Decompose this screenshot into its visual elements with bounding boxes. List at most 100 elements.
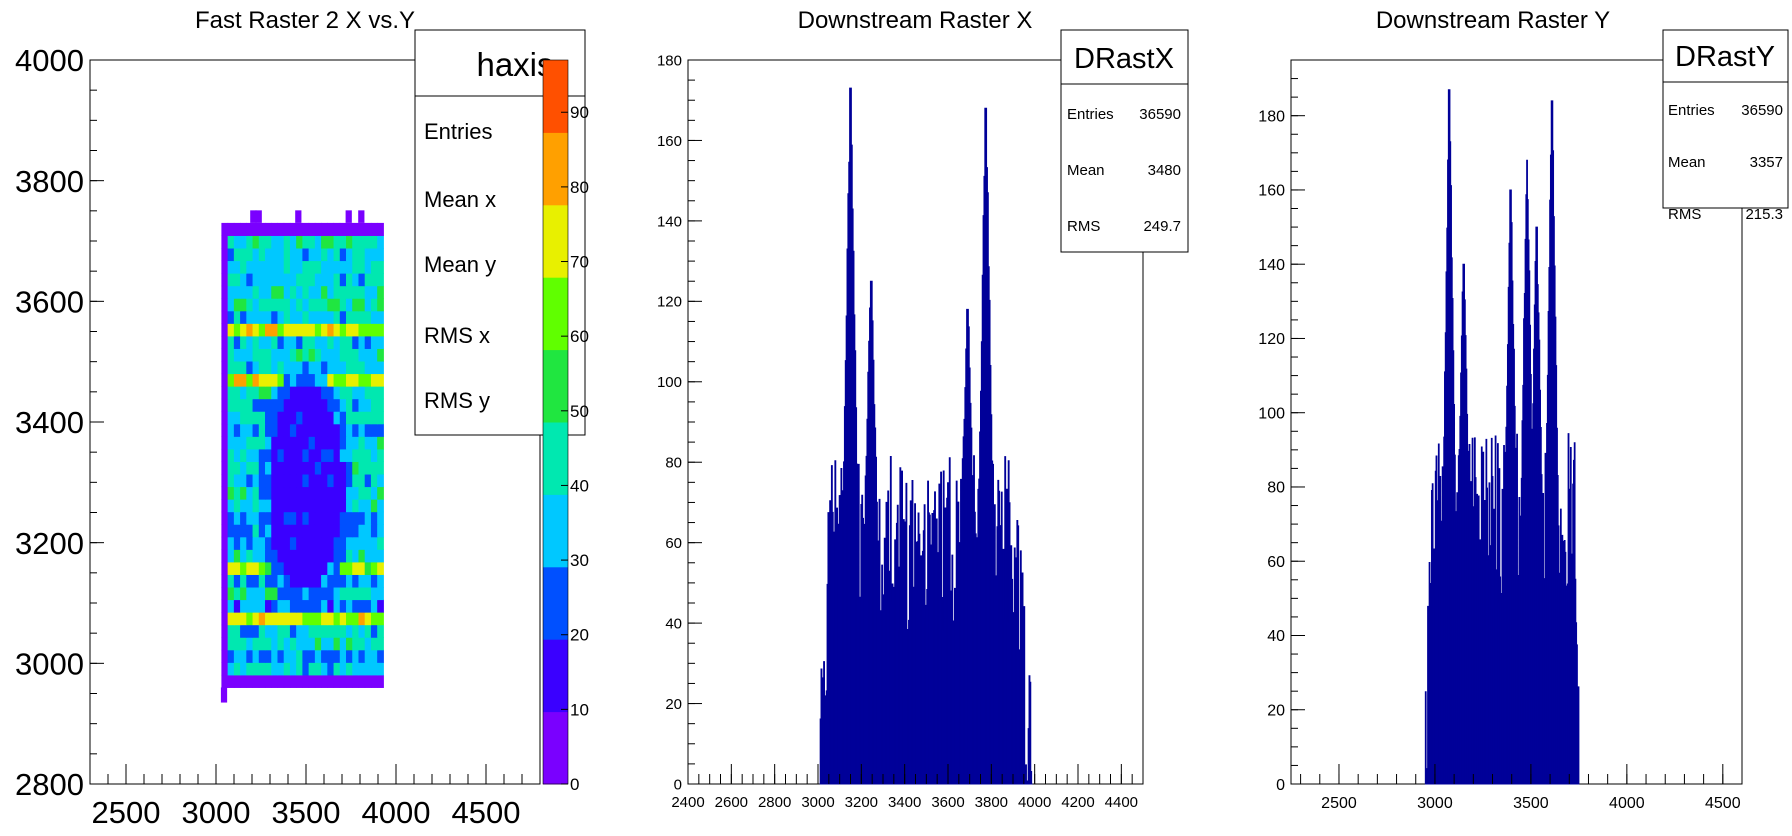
heatmap-cell: [339, 411, 347, 425]
color-scale-label: 50: [570, 402, 589, 421]
color-scale-segment: [543, 494, 568, 532]
heatmap-cell: [302, 335, 310, 349]
heatmap-cell: [240, 536, 247, 550]
heatmap-cell: [233, 624, 241, 638]
heatmap-cell: [233, 448, 241, 462]
heatmap-cell: [327, 235, 335, 249]
heatmap-cell: [339, 386, 347, 400]
heatmap-cell: [246, 222, 254, 236]
heatmap-cell: [227, 561, 235, 575]
heatmap-cell: [302, 499, 310, 513]
heatmap-cell: [265, 235, 272, 249]
heatmap-cell: [265, 649, 272, 663]
heatmap-cell: [283, 373, 291, 387]
heatmap-cell: [227, 310, 235, 324]
heatmap-cell: [277, 587, 285, 601]
heatmap-cell: [221, 235, 229, 249]
heatmap-cell: [258, 373, 266, 387]
heatmap-cell: [346, 574, 353, 588]
heatmap-cell: [327, 386, 335, 400]
heatmap-cell: [246, 348, 254, 362]
y-tick-label: 0: [674, 776, 682, 793]
heatmap-cell: [339, 323, 347, 337]
heatmap-cell: [377, 637, 384, 651]
heatmap-cell: [321, 474, 328, 488]
heatmap-cell: [252, 549, 260, 563]
stats-label: RMS x: [424, 323, 490, 348]
heatmap-cell: [314, 386, 322, 400]
heatmap-cell: [265, 511, 272, 525]
heatmap-cell: [283, 310, 291, 324]
heatmap-cell: [370, 649, 378, 663]
heatmap-cell: [252, 423, 260, 437]
heatmap-cell: [333, 599, 341, 613]
heatmap-cell: [233, 285, 241, 299]
heatmap-cell: [302, 310, 310, 324]
heatmap-cell: [346, 348, 353, 362]
heatmap-cell: [289, 411, 297, 425]
heatmap-cell: [321, 386, 328, 400]
heatmap-cell: [271, 637, 278, 651]
heatmap-cell: [333, 637, 341, 651]
heatmap-cell: [277, 561, 285, 575]
heatmap-cell: [377, 323, 384, 337]
heatmap-cell: [221, 436, 229, 450]
histogram-bars: [819, 87, 1033, 785]
heatmap-cell: [358, 549, 366, 563]
heatmap-cell: [327, 260, 335, 274]
heatmap-cell: [277, 649, 285, 663]
heatmap-cell: [277, 248, 285, 262]
heatmap-cell: [370, 348, 378, 362]
heatmap-cell: [265, 524, 272, 538]
heatmap-cell: [321, 499, 328, 513]
heatmap-cell: [364, 574, 372, 588]
heatmap-cell: [265, 637, 272, 651]
heatmap-cell: [277, 524, 285, 538]
heatmap-cell: [277, 335, 285, 349]
heatmap-cell: [271, 436, 278, 450]
heatmap-cell: [252, 561, 260, 575]
heatmap-cell: [233, 373, 241, 387]
heatmap-cell: [289, 386, 297, 400]
heatmap-cell: [327, 624, 335, 638]
y-tick-label: 80: [1267, 480, 1285, 497]
heatmap-cell: [233, 260, 241, 274]
heatmap-cell: [265, 222, 272, 236]
heatmap-cell: [233, 423, 241, 437]
heatmap-cell: [233, 323, 241, 337]
heatmap-cell: [289, 587, 297, 601]
heatmap-cell: [221, 411, 229, 425]
heatmap-cell: [314, 624, 322, 638]
heatmap-cell: [271, 574, 278, 588]
heatmap-cell: [345, 210, 352, 223]
heatmap-cell: [352, 549, 359, 563]
heatmap-cell: [233, 674, 241, 688]
heatmap-cell: [364, 499, 372, 513]
heatmap-cell: [277, 285, 285, 299]
heatmap-cell: [314, 561, 322, 575]
heatmap-cell: [240, 373, 247, 387]
heatmap-cell: [370, 486, 378, 500]
heatmap-cell: [296, 398, 303, 412]
heatmap-cell: [314, 536, 322, 550]
heatmap-cell: [277, 448, 285, 462]
heatmap-cell: [314, 423, 322, 437]
y-tick-label: 60: [665, 535, 682, 552]
heatmap-cell: [308, 248, 316, 262]
chart-title: Downstream Raster Y: [1376, 7, 1610, 34]
heatmap-cell: [255, 210, 262, 223]
heatmap-cell: [308, 373, 316, 387]
heatmap-cell: [358, 461, 366, 475]
heatmap-cell: [302, 373, 310, 387]
heatmap-cell: [271, 310, 278, 324]
heatmap-cell: [233, 524, 241, 538]
heatmap-cell: [364, 511, 372, 525]
heatmap-cell: [321, 248, 328, 262]
heatmap-cell: [246, 587, 254, 601]
heatmap-cell: [352, 486, 359, 500]
heatmap-cell: [289, 260, 297, 274]
heatmap-cell: [221, 599, 229, 613]
heatmap-cell: [252, 273, 260, 287]
color-scale-segment: [543, 349, 568, 387]
heatmap-cell: [265, 386, 272, 400]
